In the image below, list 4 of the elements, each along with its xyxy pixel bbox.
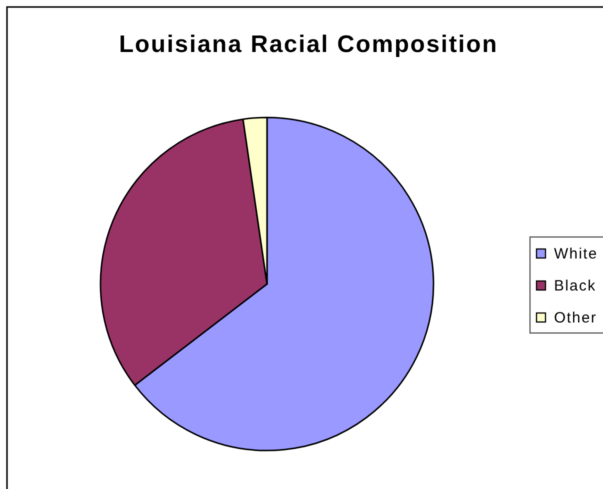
- legend-label: White: [554, 246, 598, 262]
- legend-label: Other: [554, 310, 598, 326]
- legend-label: Black: [554, 278, 596, 294]
- chart-title: Louisiana Racial Composition: [118, 31, 498, 58]
